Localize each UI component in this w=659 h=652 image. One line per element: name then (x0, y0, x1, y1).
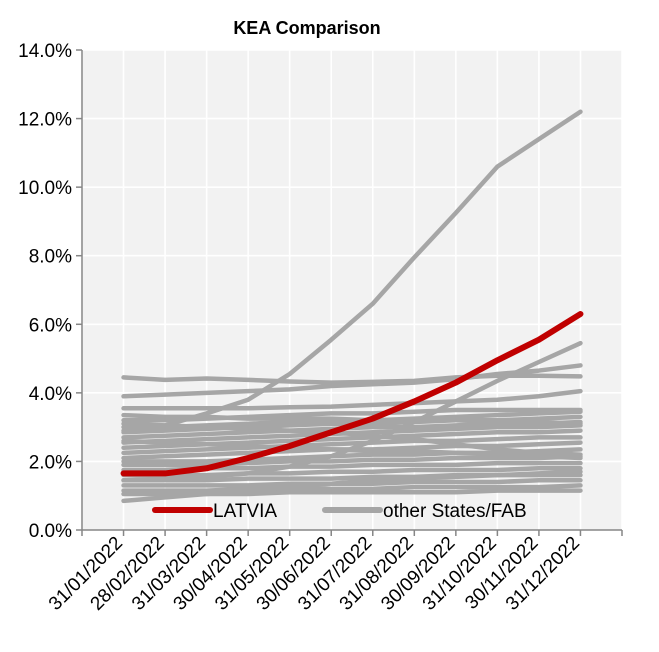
other-series-line-15 (121, 447, 583, 464)
chart-title: KEA Comparison (233, 18, 380, 38)
other-series-line-23 (121, 469, 583, 504)
y-tick-label: 8.0% (29, 247, 72, 268)
other-series-line-24 (121, 412, 583, 426)
x-tick-labels: 31/01/202228/02/202231/03/202230/04/2022… (45, 533, 584, 615)
other-series-line-14 (121, 421, 583, 457)
y-tick-label: 14.0% (18, 41, 72, 62)
other-series-line-3 (121, 363, 583, 399)
y-tick-labels: 0.0% 2.0% 4.0% 6.0% 8.0% 10.0% 12.0% 14.0% (18, 41, 72, 542)
other-series-line-12 (121, 435, 583, 456)
other-series-line-4 (121, 388, 583, 411)
y-tick-label: 6.0% (29, 315, 72, 336)
y-tick-label: 12.0% (18, 110, 72, 131)
y-tick-label: 2.0% (29, 452, 72, 473)
axes (76, 49, 623, 536)
other-series-line-25 (121, 438, 583, 461)
other-series-line-18 (121, 466, 583, 478)
y-tick-label: 0.0% (29, 521, 72, 542)
other-series-group (121, 109, 583, 504)
y-tick-label: 4.0% (29, 384, 72, 405)
legend-label-other-states: other States/FAB (383, 501, 527, 522)
other-series-line-16 (121, 454, 583, 468)
y-tick-label: 10.0% (18, 178, 72, 199)
other-series-line-21 (121, 483, 583, 493)
legend: LATVIA other States/FAB (152, 501, 527, 522)
highlight-series-group (120, 311, 584, 477)
legend-label-latvia: LATVIA (213, 501, 277, 522)
latvia-series-line (120, 311, 584, 477)
